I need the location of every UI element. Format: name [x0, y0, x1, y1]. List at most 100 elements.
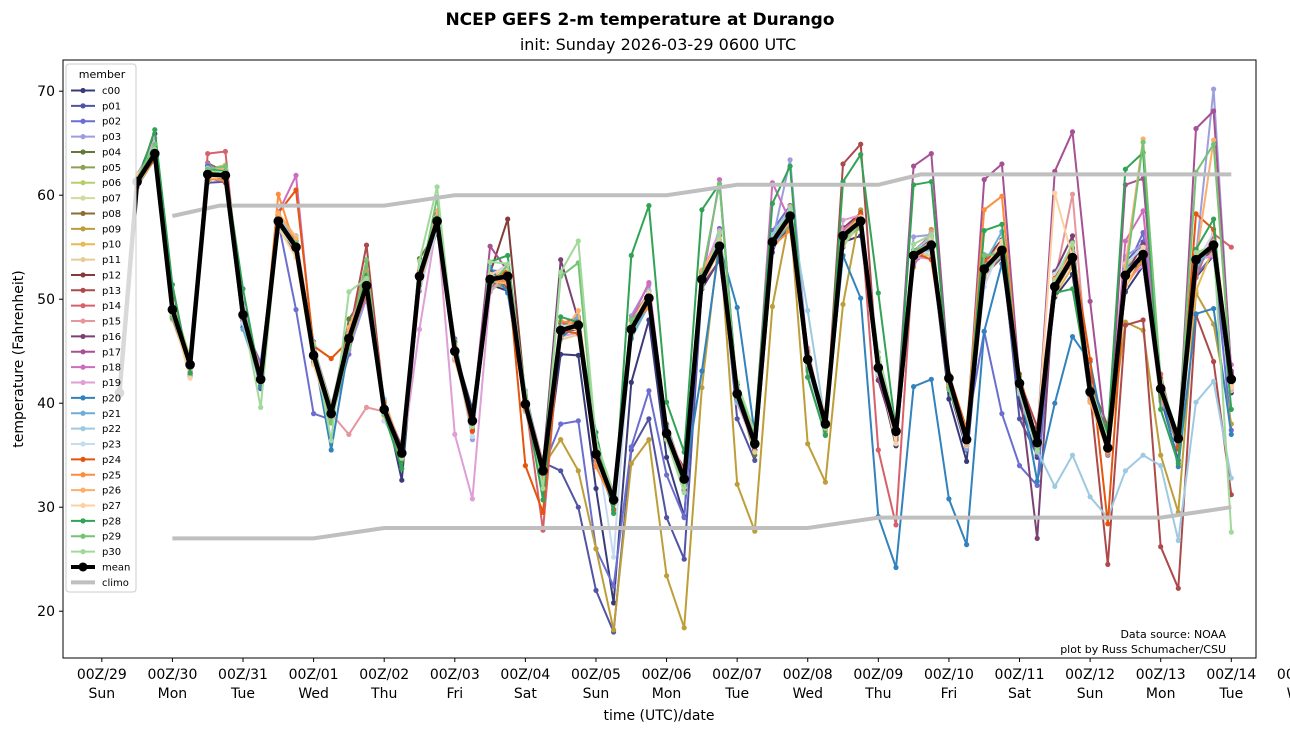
series-point-p22: [1193, 399, 1199, 405]
legend-item-p02: p02: [71, 117, 121, 128]
legend-label: p22: [102, 424, 121, 435]
legend-item-p04: p04: [71, 147, 121, 158]
series-point-p20: [1211, 306, 1217, 312]
series-point-p16: [1069, 233, 1076, 239]
y-axis: 20 30 40 50 60 70: [37, 84, 63, 620]
series-point-p13: [1158, 544, 1164, 550]
series-point-p01: [1016, 416, 1023, 422]
series-point-p13: [1122, 322, 1128, 328]
mean-point: [873, 363, 884, 373]
series-point-c00: [593, 485, 599, 492]
mean-point: [397, 448, 407, 458]
series-line-p14: [118, 150, 1232, 532]
legend-item-p16: p16: [71, 332, 121, 343]
source-note: Data source: NOAA plot by Russ Schumache…: [1060, 628, 1226, 656]
mean-point: [697, 274, 707, 285]
legend-label: mean: [102, 562, 130, 573]
x-tick-day: Sun: [89, 686, 116, 702]
x-tick-day: Mon: [652, 686, 682, 702]
series-point-p28: [611, 510, 617, 516]
series-point-p20: [1052, 400, 1058, 406]
series-point-p28: [911, 182, 917, 188]
x-tick-label: 00Z/15: [1277, 667, 1290, 683]
legend-items: c00 p01 p02 p03 p04 p05 p06 p07 p08 p09 p10 p11 p12 p…: [71, 86, 130, 589]
legend-label: p12: [102, 270, 121, 281]
series-point-p30: [928, 232, 934, 238]
series-line-p17: [118, 110, 1233, 501]
series-point-p09: [805, 441, 811, 447]
series-point-p02: [611, 583, 617, 589]
series-point-p09: [593, 546, 599, 552]
mean-point: [538, 466, 548, 476]
mean-point: [1103, 443, 1113, 453]
legend-marker: [80, 180, 86, 186]
legend-item-p23: p23: [71, 440, 121, 451]
mean-point: [750, 439, 760, 449]
legend-marker: [80, 134, 86, 140]
legend-item-p05: p05: [71, 163, 121, 174]
series-point-p27: [893, 441, 899, 447]
legend-item-p20: p20: [71, 393, 121, 404]
legend-label: p26: [102, 486, 121, 497]
series-point-p02: [664, 472, 670, 478]
series-c00: [116, 131, 1234, 606]
series-point-p18: [1140, 208, 1146, 214]
series-point-p19: [469, 496, 475, 502]
legend-marker: [80, 210, 86, 217]
series-point-p17: [928, 151, 934, 157]
legend-marker: [80, 87, 86, 94]
series-point-p19: [840, 217, 846, 223]
series-point-p22: [1158, 463, 1164, 469]
series-point-p24: [540, 509, 546, 515]
x-tick-label: 00Z/14: [1206, 667, 1256, 683]
series-point-p14: [875, 447, 881, 453]
mean-point: [891, 426, 901, 437]
legend-item-p30: p30: [71, 547, 121, 558]
legend-label: p11: [102, 255, 121, 266]
series-point-c00: [611, 600, 617, 606]
mean-point: [308, 350, 319, 361]
legend-item-p28: p28: [71, 516, 121, 527]
series-point-p18: [293, 172, 299, 178]
series-point-c00: [628, 379, 634, 385]
mean-point: [185, 359, 195, 370]
x-tick-label: 00Z/12: [1065, 667, 1115, 683]
mean-point: [732, 389, 742, 399]
legend-item-p06: p06: [71, 178, 121, 189]
x-tick-label: 00Z/06: [642, 667, 692, 683]
legend-item-p24: p24: [71, 455, 121, 466]
legend-marker: [80, 349, 86, 355]
series-point-p20: [1228, 431, 1234, 437]
chart-title: NCEP GEFS 2-m temperature at Durango: [445, 10, 834, 30]
legend-label: p21: [102, 409, 121, 420]
series-point-p24: [328, 355, 334, 362]
series-point-p09: [822, 479, 829, 485]
legend-label: p24: [102, 455, 121, 466]
legend-item-p07: p07: [71, 194, 121, 205]
mean-point: [1155, 383, 1166, 394]
legend-item-p25: p25: [71, 470, 121, 481]
series-point-p09: [628, 460, 634, 467]
mean-point: [979, 264, 989, 274]
legend-label: p19: [102, 378, 121, 389]
x-axis-label: time (UTC)/date: [603, 708, 714, 724]
legend-label: p03: [102, 132, 121, 143]
legend-marker: [80, 303, 86, 309]
series-point-p01: [593, 587, 599, 594]
series-point-p13: [1211, 359, 1217, 365]
legend-marker: [80, 410, 86, 416]
series-point-p28: [664, 399, 670, 405]
legend-item-c00: c00: [71, 86, 120, 97]
series-point-c00: [399, 477, 405, 483]
x-tick-label: 00Z/10: [924, 667, 974, 683]
mean-point: [802, 354, 813, 365]
series-point-p30: [487, 259, 493, 265]
series-point-p20: [1034, 478, 1040, 484]
y-tick-label: 40: [37, 396, 55, 412]
series-point-p30: [1193, 249, 1199, 255]
series-point-p20: [734, 304, 740, 311]
series-point-p13: [1175, 585, 1181, 591]
legend-item-p18: p18: [71, 363, 121, 374]
series-point-p27: [187, 375, 193, 381]
mean-point: [485, 274, 495, 285]
